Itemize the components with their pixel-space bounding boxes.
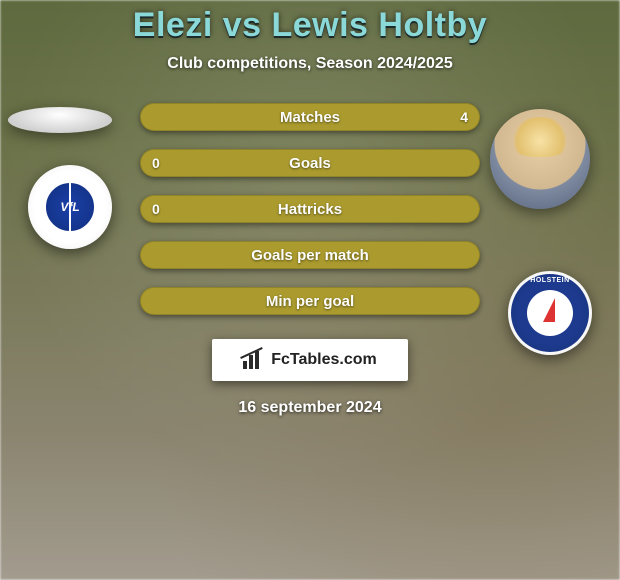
- player-photo-right: [490, 109, 590, 209]
- stat-right-value: [456, 149, 480, 177]
- stat-label: Hattricks: [278, 201, 342, 218]
- stat-left-value: 0: [140, 195, 172, 223]
- club-badge-left: [28, 165, 112, 249]
- stat-row: 0 Hattricks: [140, 195, 480, 223]
- stat-row: Goals per match: [140, 241, 480, 269]
- stat-right-value: [456, 287, 480, 315]
- brand-box[interactable]: FcTables.com: [212, 339, 408, 381]
- stat-row: 0 Goals: [140, 149, 480, 177]
- player-photo-left: [8, 107, 112, 133]
- stat-right-value: [456, 241, 480, 269]
- stat-left-value: [140, 287, 164, 315]
- subtitle: Club competitions, Season 2024/2025: [167, 55, 452, 73]
- stat-label: Min per goal: [266, 293, 354, 310]
- chart-icon: [243, 351, 263, 369]
- page-title: Elezi vs Lewis Holtby: [133, 6, 487, 45]
- club-badge-right: HOLSTEIN: [508, 271, 592, 355]
- stat-left-value: [140, 241, 164, 269]
- stat-row: Matches 4: [140, 103, 480, 131]
- stat-label: Matches: [280, 109, 340, 126]
- stats-area: HOLSTEIN Matches40Goals0HattricksGoals p…: [0, 103, 620, 339]
- stat-right-value: [456, 195, 480, 223]
- stat-row: Min per goal: [140, 287, 480, 315]
- stat-right-value: 4: [448, 103, 480, 131]
- brand-text: FcTables.com: [271, 351, 377, 369]
- stat-label: Goals: [289, 155, 331, 172]
- stat-left-value: 0: [140, 149, 172, 177]
- date-text: 16 september 2024: [238, 399, 381, 417]
- stat-left-value: [140, 103, 164, 131]
- stat-label: Goals per match: [251, 247, 369, 264]
